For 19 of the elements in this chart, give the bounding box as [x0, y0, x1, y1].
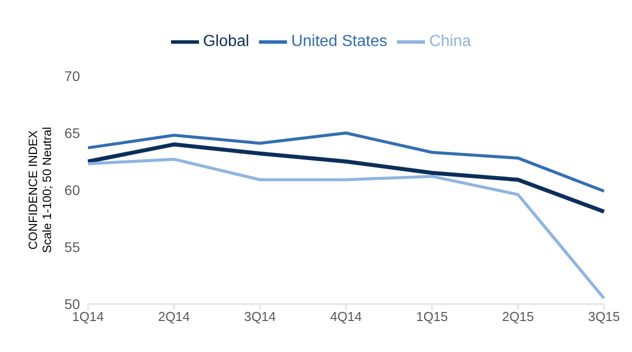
x-tick-label: 2Q14 — [158, 309, 190, 324]
y-tick-label: 60 — [64, 182, 80, 198]
y-tick-label: 50 — [64, 296, 80, 312]
y-tick-label: 70 — [64, 68, 80, 84]
x-tick-label: 3Q15 — [588, 309, 620, 324]
line-series — [86, 158, 606, 300]
line-series — [86, 132, 606, 193]
y-tick-label: 55 — [64, 238, 80, 255]
x-tick-label: 1Q15 — [416, 309, 448, 324]
x-tick-label: 2Q15 — [502, 309, 534, 324]
y-tick-label: 65 — [64, 124, 80, 141]
x-tick-label: 3Q14 — [244, 309, 276, 324]
y-axis-title: CONFIDENCE INDEX Scale 1-100; 50 Neutral — [26, 126, 54, 254]
x-tick-label: 1Q14 — [72, 309, 104, 324]
legend-label: Global — [202, 33, 250, 50]
legend-label: United States — [291, 33, 388, 50]
legend-label: China — [429, 33, 472, 50]
x-tick-label: 4Q14 — [330, 309, 362, 324]
line-series — [86, 142, 606, 214]
